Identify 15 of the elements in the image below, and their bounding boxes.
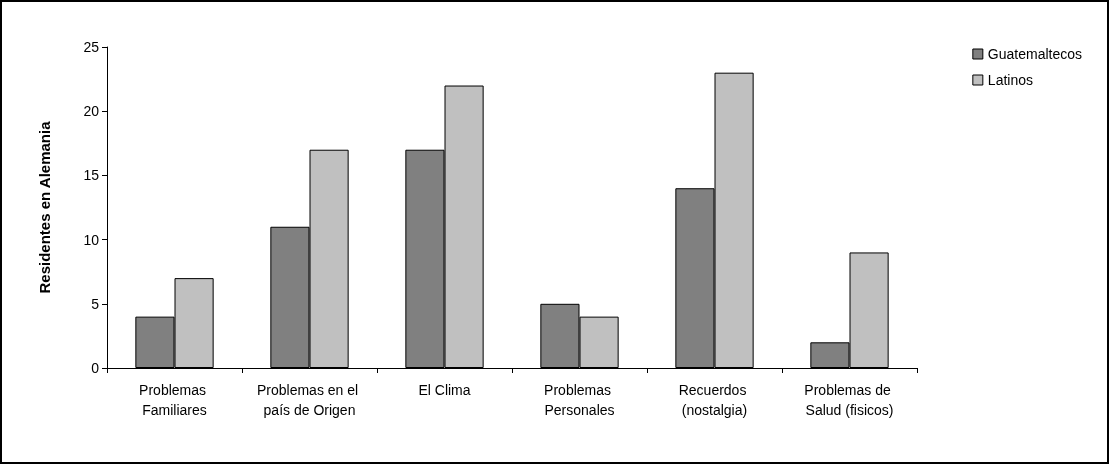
legend-label: Latinos xyxy=(987,72,1033,88)
x-tick-label: El Clima xyxy=(418,382,471,398)
x-tick-label: Problemas de Salud (fisicos) xyxy=(804,382,895,418)
y-tick-label: 10 xyxy=(83,231,100,248)
y-tick-label: 0 xyxy=(91,360,100,376)
y-tick-label: 25 xyxy=(83,39,100,55)
x-tick-label: Recuerdos (nostalgia) xyxy=(678,382,751,418)
x-tick-label: Problemas Familiares xyxy=(139,382,210,418)
x-tick-label: Problemas Personales xyxy=(544,382,615,418)
legend-label: Guatemaltecos xyxy=(987,46,1083,62)
y-tick-label: 15 xyxy=(83,167,100,184)
y-tick-label: 20 xyxy=(83,103,100,120)
y-tick-label: 5 xyxy=(91,295,100,312)
y-axis-title: Residentes en Alemania xyxy=(36,120,53,294)
x-tick-label: Problemas en el país de Origen xyxy=(256,382,363,418)
